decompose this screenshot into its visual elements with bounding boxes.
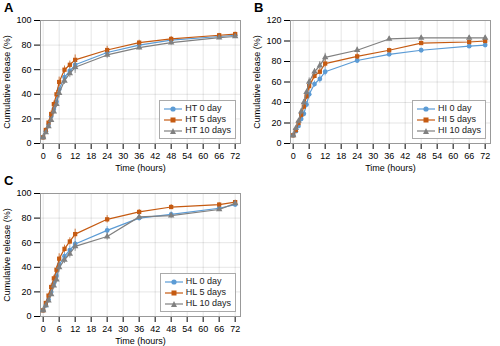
svg-text:100: 100 <box>16 15 31 25</box>
svg-text:42: 42 <box>400 151 410 161</box>
svg-text:0: 0 <box>26 138 31 148</box>
html-text:HL 10 days: HL 10 days <box>185 298 231 308</box>
svg-text:60: 60 <box>271 77 281 87</box>
svg-text:36: 36 <box>134 324 144 334</box>
svg-text:40: 40 <box>21 262 31 272</box>
svg-text:40: 40 <box>21 89 31 99</box>
svg-text:Time (hours): Time (hours) <box>115 336 166 346</box>
svg-text:18: 18 <box>336 151 346 161</box>
svg-text:54: 54 <box>432 151 442 161</box>
svg-text:72: 72 <box>230 324 240 334</box>
html-text:HI 5 days: HI 5 days <box>438 114 476 124</box>
html-text:HT 5 days: HT 5 days <box>185 114 226 124</box>
svg-text:60: 60 <box>21 238 31 248</box>
svg-text:12: 12 <box>320 151 330 161</box>
html-text:B: B <box>254 0 264 15</box>
svg-text:42: 42 <box>150 151 160 161</box>
svg-text:12: 12 <box>70 324 80 334</box>
svg-text:6: 6 <box>57 151 62 161</box>
html-text:HL 5 days: HL 5 days <box>185 287 226 297</box>
svg-text:60: 60 <box>198 151 208 161</box>
svg-text:66: 66 <box>214 324 224 334</box>
svg-text:60: 60 <box>198 324 208 334</box>
svg-text:0: 0 <box>41 151 46 161</box>
svg-text:24: 24 <box>102 151 112 161</box>
html-text:C: C <box>4 173 14 188</box>
svg-text:48: 48 <box>166 324 176 334</box>
svg-text:18: 18 <box>86 324 96 334</box>
svg-text:60: 60 <box>21 65 31 75</box>
svg-text:Cumulative release (%): Cumulative release (%) <box>2 208 12 302</box>
svg-text:30: 30 <box>368 151 378 161</box>
svg-text:20: 20 <box>21 287 31 297</box>
svg-text:6: 6 <box>57 324 62 334</box>
svg-text:Cumulative release (%): Cumulative release (%) <box>2 35 12 129</box>
svg-text:18: 18 <box>86 151 96 161</box>
html-text:HI 0 day: HI 0 day <box>438 103 472 113</box>
svg-text:42: 42 <box>150 324 160 334</box>
svg-text:Time (hours): Time (hours) <box>115 163 166 173</box>
svg-text:66: 66 <box>214 151 224 161</box>
svg-text:0: 0 <box>291 151 296 161</box>
svg-text:20: 20 <box>271 118 281 128</box>
svg-text:54: 54 <box>182 151 192 161</box>
svg-text:80: 80 <box>21 213 31 223</box>
svg-text:0: 0 <box>41 324 46 334</box>
svg-text:Time (hours): Time (hours) <box>365 163 416 173</box>
svg-text:120: 120 <box>266 15 281 25</box>
svg-text:12: 12 <box>70 151 80 161</box>
svg-text:0: 0 <box>276 138 281 148</box>
svg-text:0: 0 <box>26 311 31 321</box>
html-text:HT 0 day: HT 0 day <box>185 103 222 113</box>
svg-text:36: 36 <box>384 151 394 161</box>
svg-text:66: 66 <box>464 151 474 161</box>
svg-text:48: 48 <box>166 151 176 161</box>
svg-text:30: 30 <box>118 151 128 161</box>
html-text:HI 10 days: HI 10 days <box>438 125 481 135</box>
svg-text:80: 80 <box>21 40 31 50</box>
svg-text:24: 24 <box>352 151 362 161</box>
svg-text:54: 54 <box>182 324 192 334</box>
svg-text:100: 100 <box>266 36 281 46</box>
html-text:HL 0 day: HL 0 day <box>185 276 222 286</box>
svg-text:20: 20 <box>21 114 31 124</box>
svg-text:72: 72 <box>230 151 240 161</box>
svg-text:6: 6 <box>307 151 312 161</box>
svg-text:Cumulative release (%): Cumulative release (%) <box>252 35 262 129</box>
svg-text:40: 40 <box>271 97 281 107</box>
html-text:A: A <box>4 0 14 15</box>
svg-text:72: 72 <box>480 151 490 161</box>
svg-text:80: 80 <box>271 56 281 66</box>
svg-text:100: 100 <box>16 188 31 198</box>
svg-text:36: 36 <box>134 151 144 161</box>
svg-text:48: 48 <box>416 151 426 161</box>
svg-text:24: 24 <box>102 324 112 334</box>
svg-text:30: 30 <box>118 324 128 334</box>
html-text:HT 10 days: HT 10 days <box>185 125 231 135</box>
svg-text:60: 60 <box>448 151 458 161</box>
